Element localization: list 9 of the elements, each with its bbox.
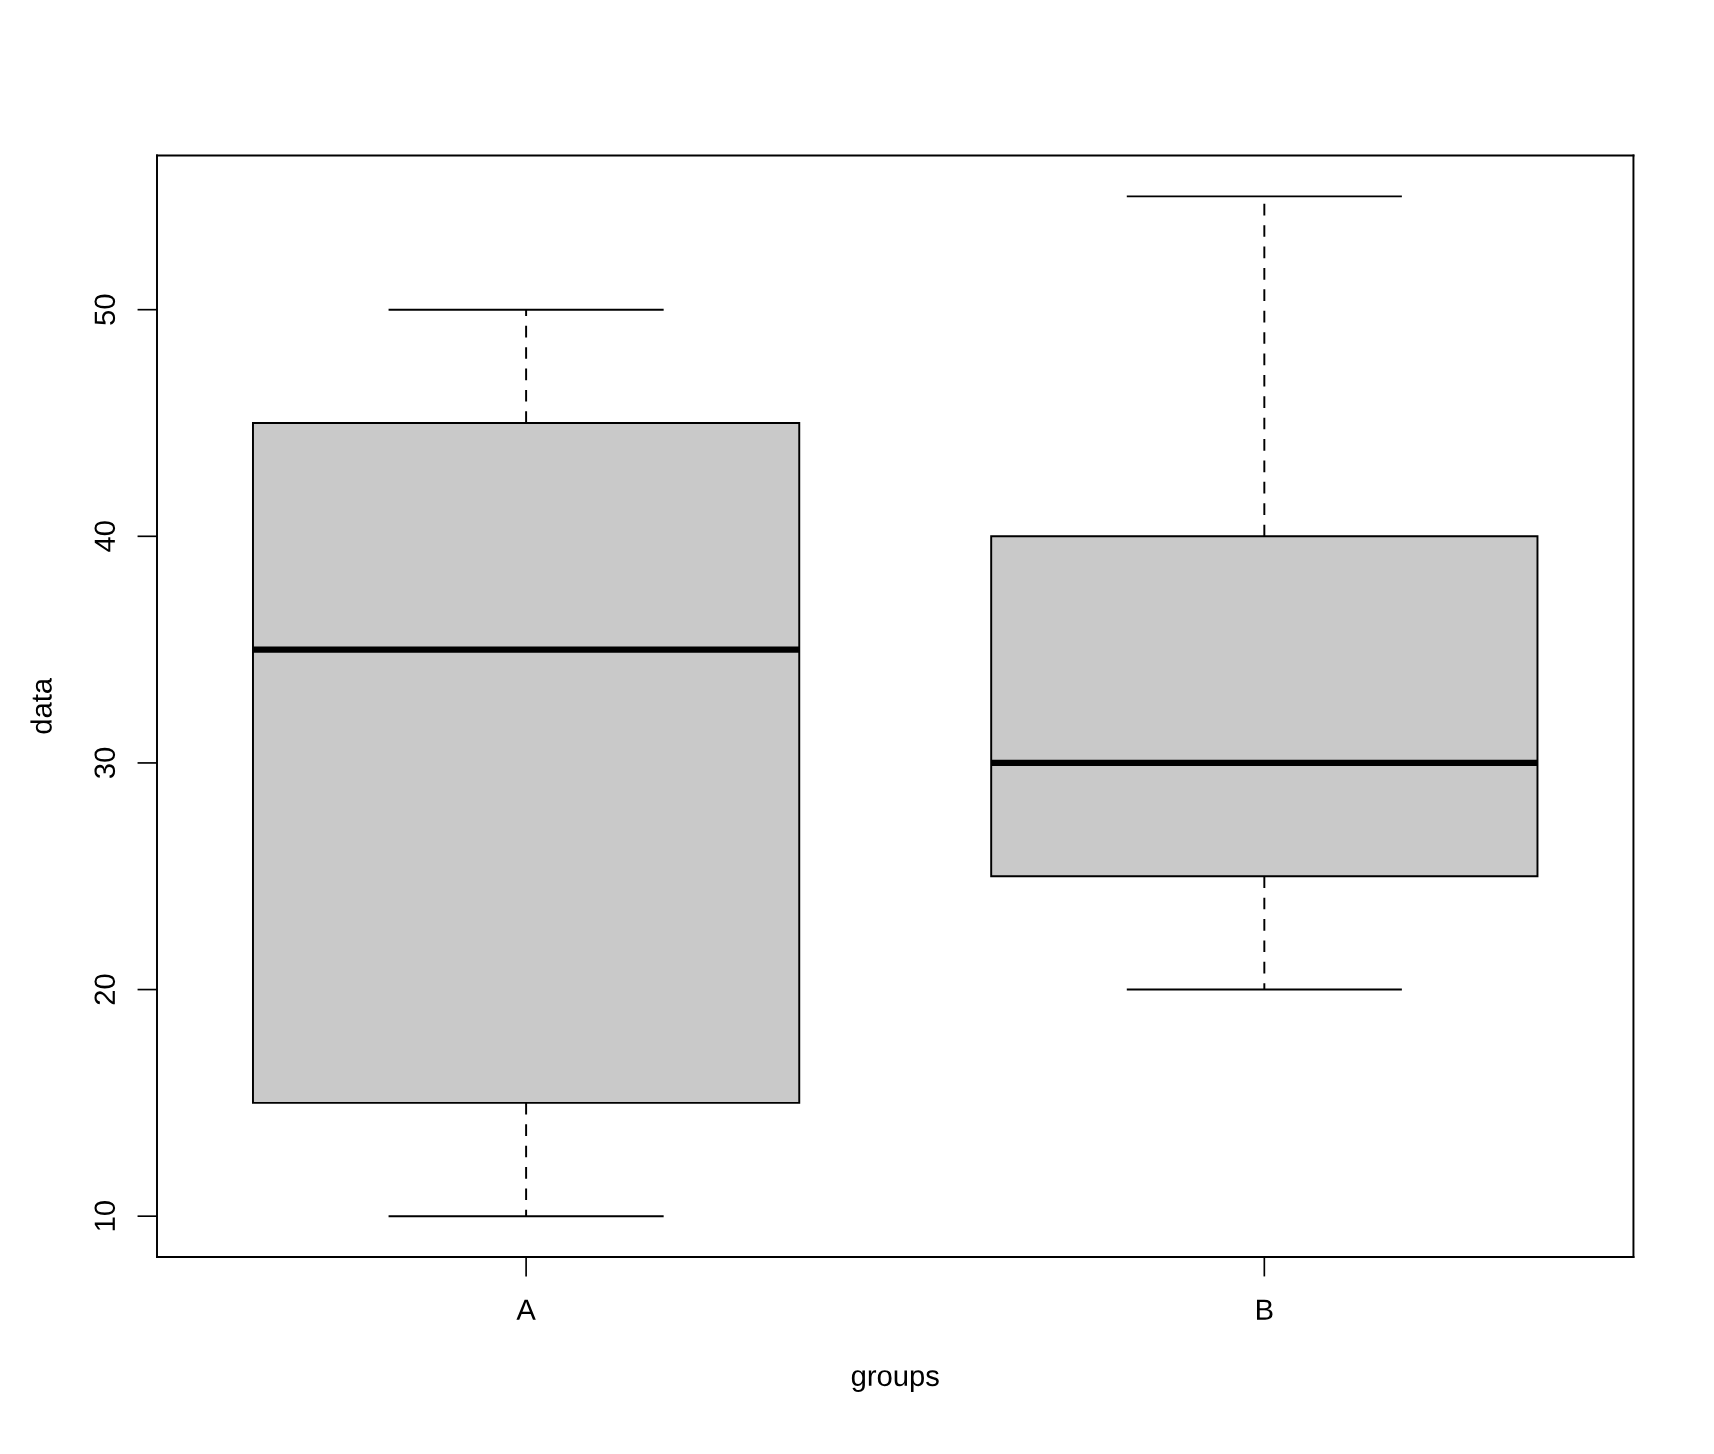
x-tick-label: B [1257, 1299, 1273, 1320]
x-axis-title: groups [851, 1370, 939, 1392]
y-tick-label: 30 [94, 747, 116, 779]
y-tick-label: 10 [94, 1201, 116, 1231]
y-axis-title: data [30, 677, 52, 734]
y-tick-label: 50 [94, 294, 116, 325]
y-tick-label: 40 [94, 521, 116, 552]
x-tick-label: A [516, 1299, 536, 1320]
y-tick-label: 20 [94, 974, 116, 1005]
